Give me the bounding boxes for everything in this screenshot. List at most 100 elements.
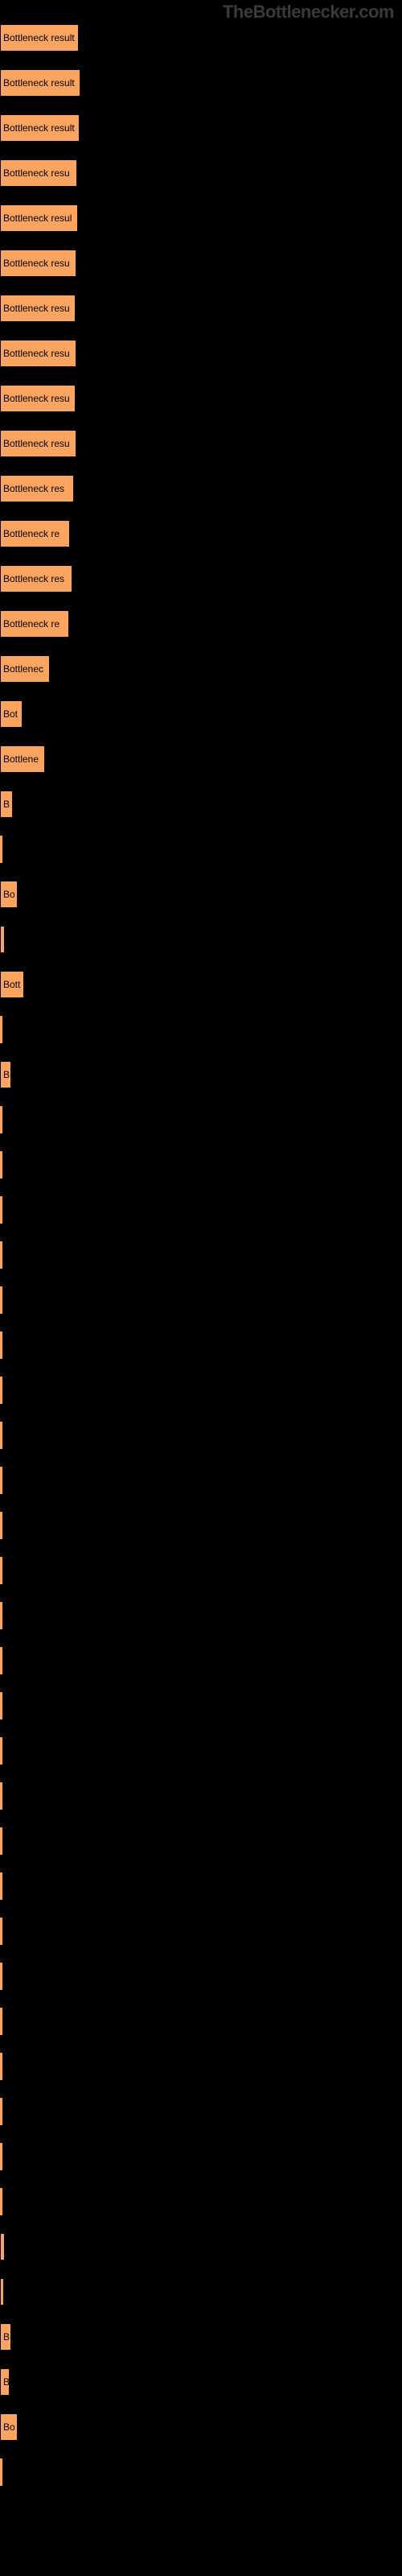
chart-bar [0, 1602, 2, 1629]
chart-bar: Bott [0, 971, 24, 998]
bar-row [0, 2233, 402, 2260]
bar-label: B [3, 2331, 10, 2343]
bar-row: B [0, 1061, 402, 1088]
bar-row [0, 1241, 402, 1269]
bar-label: Bottleneck result [3, 77, 75, 89]
chart-bar [0, 1467, 2, 1494]
bar-row: Bottleneck resul [0, 204, 402, 232]
bar-label: Bottleneck re [3, 618, 59, 630]
bar-row [0, 1918, 402, 1945]
watermark-text: TheBottlenecker.com [223, 2, 394, 23]
chart-bar [0, 1963, 2, 1990]
chart-bar: B [0, 2323, 11, 2351]
chart-bar [0, 836, 2, 863]
bar-label: Bottlene [3, 753, 39, 765]
chart-bar [0, 2098, 2, 2125]
bar-label: Bottleneck resul [3, 213, 72, 224]
chart-bar [0, 2233, 5, 2260]
chart-bar [0, 2188, 2, 2215]
chart-bar: Bottleneck resu [0, 250, 76, 277]
bar-row: Bottleneck resu [0, 430, 402, 457]
chart-bar [0, 1196, 2, 1224]
bar-row: Bo [0, 881, 402, 908]
bar-row [0, 1963, 402, 1990]
bar-label: Bottleneck result [3, 32, 75, 43]
chart-bar: B [0, 2368, 10, 2396]
bar-row [0, 1602, 402, 1629]
chart-bar: Bottleneck result [0, 114, 80, 142]
bar-row [0, 2143, 402, 2170]
chart-bar: B [0, 1061, 11, 1088]
bar-row [0, 1377, 402, 1404]
bar-row: Bottleneck resu [0, 250, 402, 277]
bar-row [0, 1647, 402, 1674]
bar-label: Bottleneck re [3, 528, 59, 539]
bar-row: Bottlenec [0, 655, 402, 683]
bar-row [0, 1286, 402, 1314]
chart-bar [0, 1106, 2, 1133]
chart-bar: Bottleneck result [0, 69, 80, 97]
bar-row: Bott [0, 971, 402, 998]
bar-row [0, 1331, 402, 1359]
bar-label: Bottleneck resu [3, 438, 70, 449]
bar-row [0, 2053, 402, 2080]
bar-row: B [0, 2323, 402, 2351]
bar-row [0, 1106, 402, 1133]
bar-row [0, 2278, 402, 2306]
chart-bar [0, 2278, 4, 2306]
bar-row [0, 926, 402, 953]
bar-label: Bottleneck res [3, 573, 64, 584]
chart-bar: B [0, 791, 13, 818]
chart-bar [0, 2008, 2, 2035]
chart-bar [0, 1782, 2, 1810]
bar-row: Bottleneck result [0, 69, 402, 97]
chart-bar [0, 2143, 2, 2170]
chart-bar: Bot [0, 700, 23, 728]
bar-row: B [0, 2368, 402, 2396]
bar-label: Bott [3, 979, 20, 990]
chart-bar [0, 1286, 2, 1314]
chart-bar [0, 1827, 2, 1855]
bar-label: Bottleneck resu [3, 393, 70, 404]
bar-row [0, 1512, 402, 1539]
bar-row: Bottleneck res [0, 475, 402, 502]
bar-row [0, 1872, 402, 1900]
bar-row [0, 1557, 402, 1584]
bar-row: Bottleneck res [0, 565, 402, 592]
chart-bar [0, 926, 5, 953]
bar-label: Bo [3, 2421, 15, 2433]
bar-label: Bottleneck result [3, 122, 75, 134]
chart-bar: Bottleneck resu [0, 159, 77, 187]
bar-row [0, 2098, 402, 2125]
bar-row: Bottleneck resu [0, 295, 402, 322]
bar-row [0, 2458, 402, 2486]
chart-bar: Bottleneck re [0, 520, 70, 547]
bar-label: Bottlenec [3, 663, 43, 675]
bar-row [0, 1151, 402, 1179]
chart-bar: Bottleneck re [0, 610, 69, 638]
bar-label: Bot [3, 708, 18, 720]
chart-bar: Bottleneck result [0, 24, 79, 52]
bar-row: Bottleneck resu [0, 159, 402, 187]
chart-bar: Bottleneck res [0, 565, 72, 592]
bar-row [0, 1827, 402, 1855]
bar-row [0, 2188, 402, 2215]
chart-bar [0, 1647, 2, 1674]
chart-bar [0, 1331, 2, 1359]
chart-bar [0, 1422, 2, 1449]
chart-bar [0, 1872, 2, 1900]
chart-bar [0, 1918, 2, 1945]
chart-bar: Bottlene [0, 745, 45, 773]
chart-bar: Bottleneck resul [0, 204, 78, 232]
bar-label: Bottleneck resu [3, 348, 70, 359]
bar-label: Bottleneck resu [3, 303, 70, 314]
bar-row [0, 1422, 402, 1449]
chart-bar: Bottleneck resu [0, 340, 76, 367]
bar-label: Bottleneck resu [3, 167, 70, 179]
chart-bar [0, 1557, 2, 1584]
chart-bar: Bo [0, 881, 18, 908]
chart-container: Bottleneck result Bottleneck result Bottle… [0, 0, 402, 2486]
chart-bar: Bottleneck resu [0, 295, 76, 322]
chart-bar: Bo [0, 2413, 18, 2441]
bar-label: Bo [3, 889, 15, 900]
